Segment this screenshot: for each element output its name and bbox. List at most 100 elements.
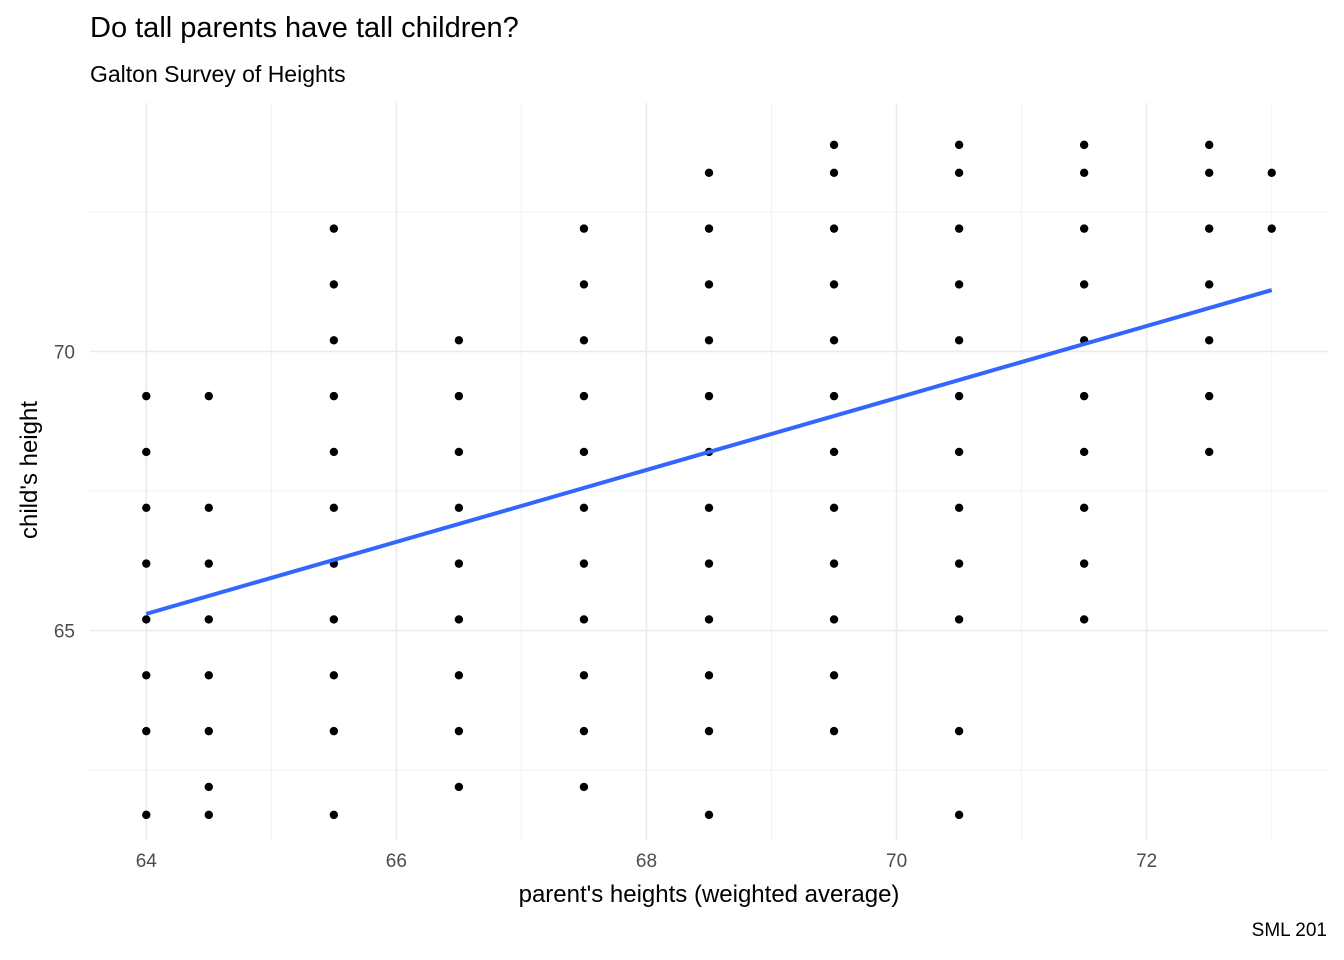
data-point — [1267, 224, 1276, 233]
data-point — [704, 503, 714, 512]
data-point — [329, 391, 339, 401]
data-point — [204, 615, 213, 624]
x-tick-label: 66 — [386, 851, 407, 872]
data-point — [454, 615, 464, 624]
data-point — [704, 810, 714, 820]
data-point — [1079, 224, 1089, 233]
y-tick-label: 70 — [54, 342, 75, 363]
data-point — [1079, 559, 1089, 568]
data-point — [954, 503, 964, 512]
data-point — [829, 168, 839, 177]
data-point — [329, 224, 339, 233]
x-tick-label: 68 — [636, 851, 657, 872]
data-point — [954, 447, 964, 457]
data-point — [954, 810, 964, 820]
data-point — [579, 280, 589, 289]
data-point — [704, 391, 714, 401]
y-axis-title: child's height — [16, 401, 43, 539]
data-point — [329, 726, 339, 736]
data-point — [142, 447, 151, 457]
data-point — [954, 615, 964, 624]
data-point — [579, 726, 589, 736]
data-point — [142, 559, 151, 568]
data-point — [204, 782, 213, 792]
data-point — [1079, 140, 1089, 150]
data-point — [579, 671, 589, 680]
data-point — [329, 447, 339, 457]
data-point — [204, 503, 213, 512]
data-point — [142, 726, 151, 736]
data-point — [1079, 391, 1089, 401]
data-point — [829, 503, 839, 512]
data-point — [329, 503, 339, 512]
data-point — [329, 671, 339, 680]
data-point — [142, 810, 151, 820]
chart-caption: SML 201 — [1251, 920, 1327, 941]
data-point — [1079, 168, 1089, 177]
data-point — [829, 671, 839, 680]
data-point — [954, 336, 964, 345]
data-point — [579, 447, 589, 457]
data-point — [704, 671, 714, 680]
chart-subtitle: Galton Survey of Heights — [90, 61, 346, 87]
y-tick-label: 65 — [54, 622, 75, 643]
data-point — [454, 782, 464, 792]
data-point — [579, 336, 589, 345]
data-point — [1205, 140, 1214, 150]
data-point — [454, 336, 464, 345]
data-point — [454, 503, 464, 512]
x-axis-ticks: 64 66 68 70 72 — [136, 851, 1158, 872]
data-point — [829, 140, 839, 150]
data-point — [1079, 447, 1089, 457]
data-point — [954, 140, 964, 150]
trend-line-group — [145, 288, 1273, 616]
data-point — [142, 391, 151, 401]
data-point — [579, 782, 589, 792]
data-point — [954, 224, 964, 233]
data-point — [1205, 391, 1214, 401]
data-point — [829, 726, 839, 736]
y-axis-ticks: 65 70 — [54, 342, 75, 642]
data-point — [454, 671, 464, 680]
x-axis-title: parent's heights (weighted average) — [519, 881, 900, 908]
data-point — [954, 391, 964, 401]
data-point — [829, 336, 839, 345]
data-point — [1205, 336, 1214, 345]
data-point — [142, 503, 151, 512]
data-point — [704, 559, 714, 568]
data-point — [329, 615, 339, 624]
data-point — [204, 391, 213, 401]
data-point — [579, 503, 589, 512]
data-point — [954, 726, 964, 736]
data-point — [704, 336, 714, 345]
data-point — [954, 280, 964, 289]
data-point — [704, 726, 714, 736]
data-point — [1267, 168, 1276, 177]
data-point — [829, 615, 839, 624]
data-point — [579, 615, 589, 624]
x-tick-label: 70 — [886, 851, 907, 872]
data-point — [829, 224, 839, 233]
data-point — [329, 336, 339, 345]
data-point — [704, 224, 714, 233]
data-point — [329, 810, 339, 820]
data-point — [204, 810, 213, 820]
data-point — [454, 447, 464, 457]
data-point — [829, 559, 839, 568]
data-point — [829, 391, 839, 401]
data-point — [454, 559, 464, 568]
data-point — [454, 391, 464, 401]
data-points — [142, 140, 1276, 820]
trend-line — [145, 288, 1273, 616]
data-point — [1205, 280, 1214, 289]
data-point — [829, 280, 839, 289]
data-point — [579, 224, 589, 233]
data-point — [142, 615, 151, 624]
data-point — [579, 559, 589, 568]
data-point — [1079, 503, 1089, 512]
chart-title: Do tall parents have tall children? — [90, 12, 519, 44]
data-point — [204, 671, 213, 680]
data-point — [142, 671, 151, 680]
data-point — [204, 726, 213, 736]
data-point — [704, 615, 714, 624]
